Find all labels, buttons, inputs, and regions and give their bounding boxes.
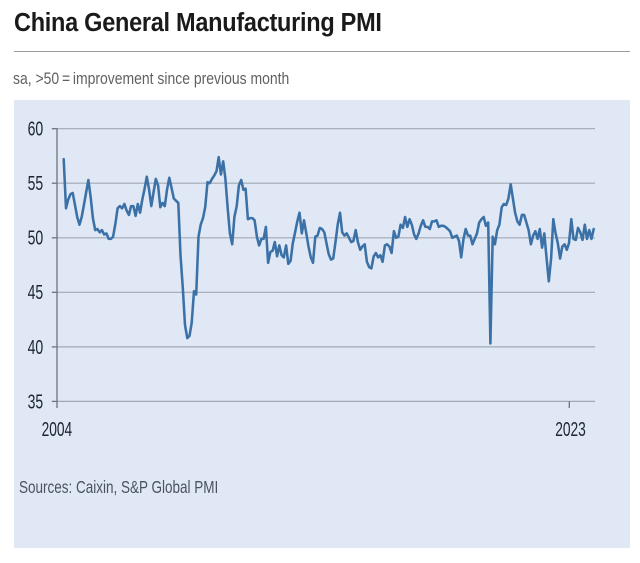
svg-text:2023: 2023 [555, 419, 586, 441]
svg-text:40: 40 [28, 337, 44, 359]
svg-text:45: 45 [28, 282, 44, 304]
svg-text:60: 60 [28, 119, 44, 141]
svg-text:35: 35 [28, 391, 44, 413]
svg-text:55: 55 [28, 173, 44, 195]
svg-text:2004: 2004 [42, 419, 73, 441]
svg-text:50: 50 [28, 228, 44, 250]
